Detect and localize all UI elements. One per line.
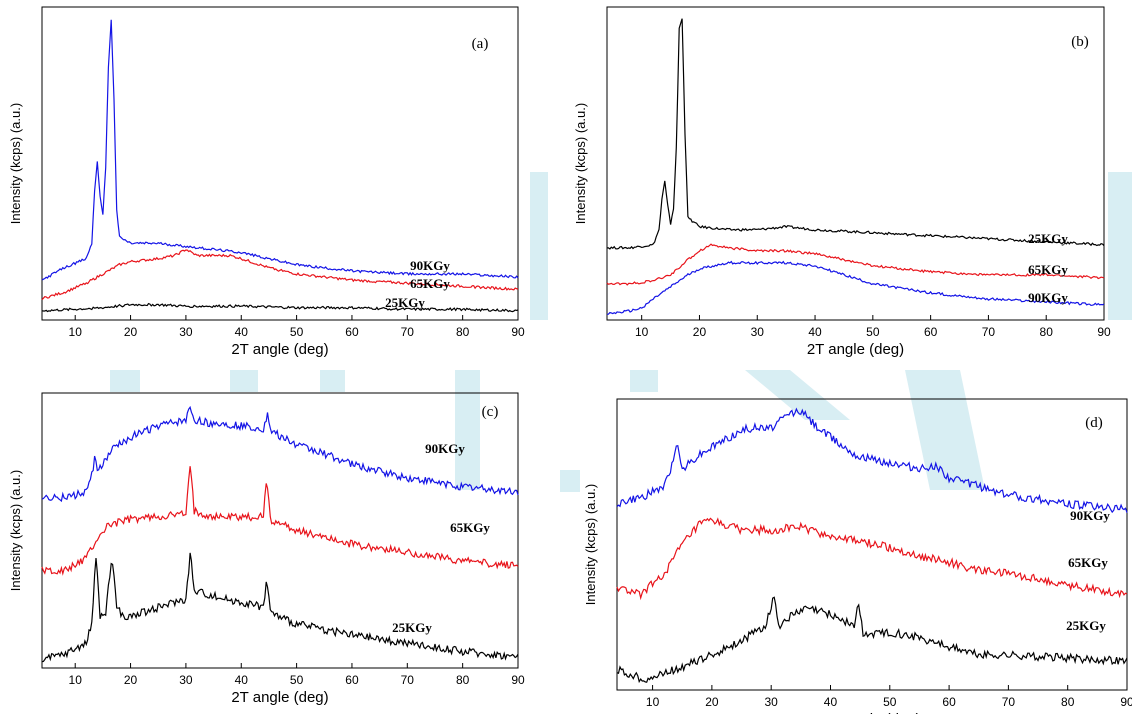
x-tick-label: 30 [751,325,765,339]
series-line-90KGy [41,405,519,503]
x-tick-label: 80 [456,325,470,339]
y-axis-label: Intensity (kcps) (a.u.) [583,484,598,605]
panel-c: 10 20 30 40 50 60 70 80 90 2T angle (deg) Intensit… [8,392,525,706]
panel-label: (b) [1071,34,1089,50]
x-tick-label: 60 [924,325,938,339]
x-tick-label: 90 [1120,695,1132,709]
x-tick-label: 20 [124,673,138,687]
x-tick-label: 70 [401,325,415,339]
x-tick-label: 10 [69,673,83,687]
x-axis-label: 2T angle (deg) [823,711,920,714]
x-tick-label: 80 [456,673,470,687]
x-tick-label: 40 [235,325,249,339]
y-axis-label: Intensity (kcps) (a.u.) [8,470,23,591]
x-tick-label: 60 [345,673,359,687]
x-tick-label: 20 [693,325,707,339]
series-line-65KGy [41,249,519,301]
y-axis-label: Intensity (kcps) (a.u.) [8,103,23,224]
x-tick-label: 90 [511,673,525,687]
series-line-90KGy [41,19,519,281]
x-tick-label: 60 [942,695,956,709]
series-label-65KGy: 65KGy [1028,262,1068,277]
x-axis-label: 2T angle (deg) [231,689,328,706]
panel-a: 10 20 30 40 50 60 70 80 90 2T angle (deg) Intensit… [8,6,525,358]
panel-d: 10 20 30 40 50 60 70 80 90 2T angle (deg) Intensit… [583,398,1132,714]
x-tick-label: 50 [290,325,304,339]
series-label-90KGy: 90KGy [1028,290,1068,305]
panel-label: (c) [482,404,499,420]
x-tick-label: 70 [1002,695,1016,709]
series-label-90KGy: 90KGy [425,441,465,456]
x-tick-label: 10 [646,695,660,709]
y-axis-label: Intensity (kcps) (a.u.) [573,103,588,224]
series-line-25KGy [41,552,519,663]
x-tick-label: 50 [883,695,897,709]
x-tick-label: 40 [824,695,838,709]
series-label-25KGy: 25KGy [385,295,425,310]
x-tick-label: 10 [69,325,83,339]
series-label-90KGy: 90KGy [1070,508,1110,523]
plot-frame [616,398,1128,691]
plot-frame [41,392,519,669]
series-label-25KGy: 25KGy [1028,231,1068,246]
x-tick-label: 40 [808,325,822,339]
series-line-90KGy [616,407,1128,514]
series-label-65KGy: 65KGy [410,276,450,291]
watermark [110,172,1132,492]
x-tick-label: 30 [765,695,779,709]
series-line-90KGy [606,260,1105,315]
panel-label: (d) [1085,415,1103,431]
series-line-65KGy [41,466,519,576]
x-axis-label: 2T angle (deg) [231,341,328,358]
x-tick-label: 30 [179,673,193,687]
x-tick-label: 90 [511,325,525,339]
plot-frame [41,6,519,321]
panel-label: (a) [472,36,489,52]
x-tick-label: 90 [1097,325,1111,339]
x-tick-label: 20 [705,695,719,709]
panel-b: 10 20 30 40 50 60 70 80 90 2T angle (deg) Intensit… [573,6,1111,358]
series-label-25KGy: 25KGy [1066,618,1106,633]
x-tick-label: 20 [124,325,138,339]
series-label-65KGy: 65KGy [1068,555,1108,570]
series-label-65KGy: 65KGy [450,520,490,535]
series-line-65KGy [606,243,1105,286]
x-axis-label: 2T angle (deg) [807,341,904,358]
series-line-65KGy [616,517,1128,601]
x-tick-label: 30 [179,325,193,339]
series-label-90KGy: 90KGy [410,258,450,273]
x-tick-label: 60 [345,325,359,339]
x-tick-label: 50 [866,325,880,339]
x-tick-label: 70 [982,325,996,339]
series-line-25KGy [41,302,519,313]
x-tick-label: 80 [1061,695,1075,709]
plot-frame [606,6,1105,321]
x-tick-label: 80 [1040,325,1054,339]
x-tick-label: 40 [235,673,249,687]
series-line-25KGy [607,18,1105,250]
x-tick-label: 70 [401,673,415,687]
series-label-25KGy: 25KGy [392,620,432,635]
series-line-25KGy [616,596,1128,684]
x-tick-label: 50 [290,673,304,687]
x-tick-label: 10 [635,325,649,339]
